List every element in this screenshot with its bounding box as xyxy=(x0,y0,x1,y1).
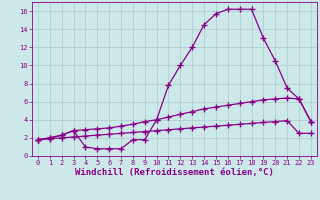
X-axis label: Windchill (Refroidissement éolien,°C): Windchill (Refroidissement éolien,°C) xyxy=(75,168,274,177)
